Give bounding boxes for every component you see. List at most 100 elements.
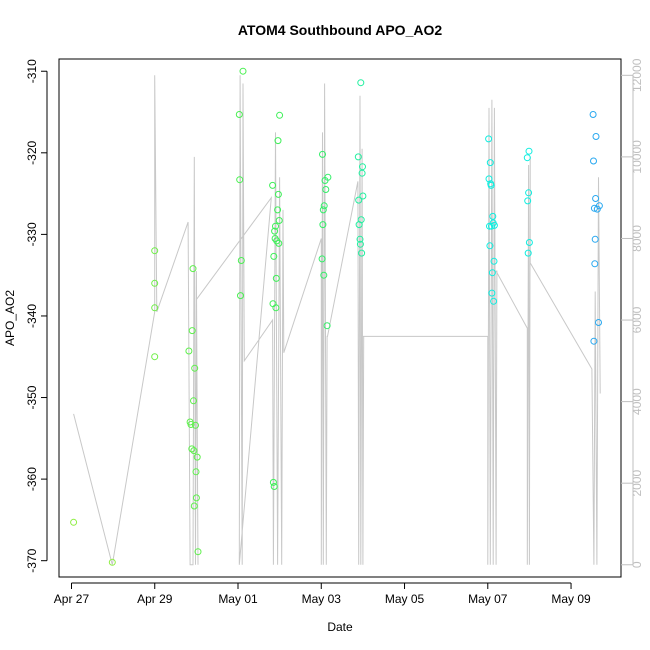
data-point [190,447,198,455]
data-point [70,518,78,526]
y-tick-label: -320 [25,140,39,164]
data-point [591,235,599,243]
data-point [319,206,327,214]
data-point [187,421,195,428]
data-point [323,322,331,330]
data-point [192,421,199,429]
data-point [525,189,533,197]
data-point [322,186,330,193]
data-point [354,153,362,161]
data-point [356,240,364,248]
data-point [589,111,597,118]
data-point [525,147,533,155]
data-point [590,337,598,345]
data-point [324,173,332,181]
data-point [359,192,367,200]
data-point [488,289,496,297]
data-point [523,154,531,162]
y2-tick-label: 4000 [630,388,644,415]
data-point [237,257,245,264]
y-axis-label: APO_AO2 [3,290,17,346]
data-point [272,274,280,282]
plot-frame [58,58,622,578]
y-tick-label: -340 [25,304,39,328]
data-point [590,157,597,165]
data-point [236,176,244,184]
data-point [270,483,278,490]
y2-tick-label: 0 [630,561,644,568]
data-point [191,364,199,372]
y-tick-label: -350 [25,385,39,409]
data-point [358,169,366,177]
data-point [269,478,277,486]
data-point [108,558,116,566]
data-point [276,111,284,119]
data-point [355,196,363,204]
data-point [490,257,498,265]
x-axis-label: Date [327,620,353,634]
y2-tick-label: 2000 [630,470,644,497]
data-point [485,175,493,183]
x-tick-label: May 09 [551,592,591,606]
x-axis: Apr 27 Apr 29 May 01 May 03 May 05 May 07 May … [54,582,591,606]
data-point [188,445,196,453]
data-point [151,279,159,287]
data-point [274,137,282,145]
data-point [524,197,532,205]
data-point [525,239,533,246]
data-point [151,247,159,255]
data-point [357,216,365,224]
data-point [151,304,159,312]
data-point [192,468,200,476]
data-point [274,206,282,214]
data-point [235,111,243,118]
data-point [270,252,278,260]
data-point [592,133,600,140]
x-tick-label: May 03 [302,592,342,606]
data-point [275,217,283,224]
data-point [591,260,599,268]
x-tick-label: May 01 [218,592,258,606]
data-point [190,502,198,510]
data-point [319,150,326,158]
data-point [595,319,602,326]
data-point [188,327,196,335]
data-point [524,249,532,257]
data-point [319,221,327,229]
data-point [271,227,279,235]
data-point [237,292,244,300]
data-point [489,212,497,220]
data-point [592,195,600,202]
data-point [358,249,366,257]
data-point [357,79,365,87]
data-point [272,304,280,312]
data-point [486,159,494,167]
y-axis: -310 -320 -330 -340 -350 -360 -370 [25,59,48,573]
x-tick-label: Apr 27 [54,592,90,606]
data-point [239,67,247,75]
data-point [190,397,197,405]
y-tick-label: -370 [25,548,39,572]
data-point [359,163,366,171]
data-point [274,190,282,198]
data-point [356,235,364,243]
secondary-series-line [73,75,601,566]
data-point [488,269,496,277]
data-point [490,297,498,305]
data-point [151,353,159,361]
data-point [595,202,603,210]
data-point [189,265,197,273]
x-tick-label: Apr 29 [137,592,173,606]
data-point [485,135,493,143]
points-layer [70,67,603,566]
data-point [269,181,277,189]
data-point [193,453,201,461]
data-point [192,494,200,502]
y2-tick-label: 8000 [630,225,644,252]
y2-axis: 0 2000 4000 6000 8000 10000 12000 [621,58,644,568]
data-point [275,239,283,247]
y-tick-label: -360 [25,467,39,491]
data-point [320,202,328,210]
y2-tick-label: 10000 [630,140,644,174]
